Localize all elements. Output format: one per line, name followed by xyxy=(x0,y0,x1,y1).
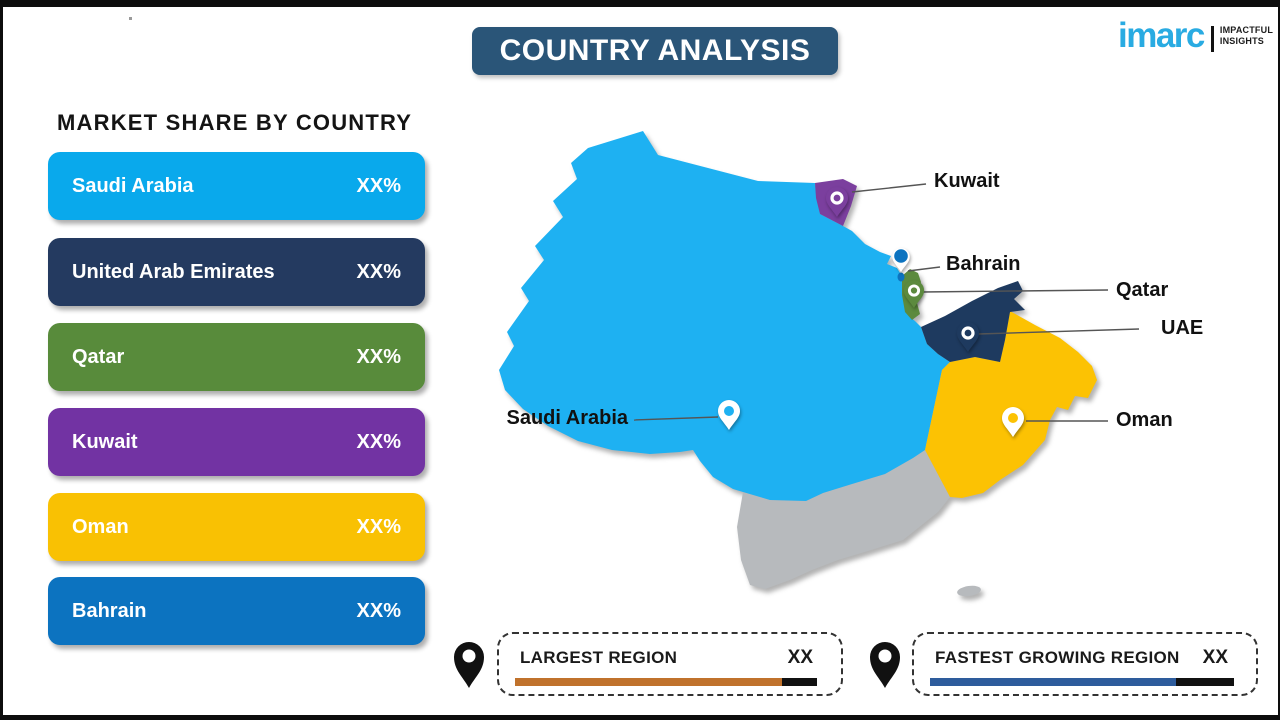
location-pin-icon xyxy=(870,642,900,688)
connector-bahrain xyxy=(907,266,941,272)
country-shape-saudi-arabia xyxy=(499,131,950,501)
island-bahrain xyxy=(897,272,905,282)
bar-black-segment xyxy=(1176,678,1234,686)
map-label-oman: Oman xyxy=(1116,409,1173,431)
label-connector-lines xyxy=(633,183,1140,422)
map-label-kuwait: Kuwait xyxy=(934,170,1000,192)
share-value: XX% xyxy=(356,599,401,622)
page-title: COUNTRY ANALYSIS xyxy=(499,34,811,67)
country-label: United Arab Emirates xyxy=(72,260,275,283)
country-label: Bahrain xyxy=(72,599,147,622)
frame-top-bar xyxy=(0,0,1280,7)
map-label-qatar: Qatar xyxy=(1116,279,1169,301)
fastest-growing-region-card: FASTEST GROWING REGION XX xyxy=(912,632,1258,696)
country-shape-uae xyxy=(921,281,1025,362)
market-share-row-qatar: Qatar XX% xyxy=(48,323,425,391)
logo-tagline: IMPACTFUL INSIGHTS xyxy=(1220,25,1273,47)
largest-region-card: LARGEST REGION XX xyxy=(497,632,843,696)
market-share-row-bahrain: Bahrain XX% xyxy=(48,577,425,645)
market-share-heading: MARKET SHARE BY COUNTRY xyxy=(57,110,413,135)
bar-colored-segment xyxy=(515,678,782,686)
island-socotra xyxy=(957,585,981,597)
largest-region-label: LARGEST REGION xyxy=(520,648,678,667)
fastest-growing-region-value: XX xyxy=(1202,647,1228,668)
location-pin-icon xyxy=(454,642,484,688)
share-value: XX% xyxy=(356,174,401,197)
largest-region-value: XX xyxy=(787,647,813,668)
gcc-map xyxy=(499,131,1140,597)
connector-kuwait xyxy=(851,183,927,193)
market-share-row-saudi-arabia: Saudi Arabia XX% xyxy=(48,152,425,220)
speck-artifact xyxy=(129,17,132,20)
connector-uae xyxy=(977,328,1140,335)
map-pin-kuwait-icon xyxy=(826,187,848,217)
fastest-growing-region-bar xyxy=(930,678,1234,686)
map-label-saudi-arabia: Saudi Arabia xyxy=(506,407,628,429)
country-label: Saudi Arabia xyxy=(72,174,194,197)
market-share-row-kuwait: Kuwait XX% xyxy=(48,408,425,476)
map-pin-qatar-icon xyxy=(903,280,925,308)
market-share-row-uae: United Arab Emirates XX% xyxy=(48,238,425,306)
imarc-logo: imarc IMPACTFUL INSIGHTS xyxy=(1118,16,1273,56)
country-label: Oman xyxy=(72,515,129,538)
frame-right-bar xyxy=(1278,0,1280,720)
map-pin-bahrain-icon xyxy=(892,248,910,272)
connector-saudi-arabia xyxy=(633,416,719,421)
market-share-row-oman: Oman XX% xyxy=(48,493,425,561)
page-title-banner: COUNTRY ANALYSIS xyxy=(472,27,838,75)
logo-tagline-line1: IMPACTFUL xyxy=(1219,25,1274,35)
map-pin-uae-icon xyxy=(957,322,979,352)
country-shape-yemen xyxy=(737,450,950,589)
share-value: XX% xyxy=(356,345,401,368)
logo-tagline-line2: INSIGHTS xyxy=(1219,36,1265,46)
frame-left-bar xyxy=(0,0,3,720)
share-value: XX% xyxy=(356,430,401,453)
country-shape-oman xyxy=(925,311,1097,498)
bar-colored-segment xyxy=(930,678,1176,686)
map-label-bahrain: Bahrain xyxy=(946,253,1021,275)
map-label-uae: UAE xyxy=(1161,317,1204,339)
share-value: XX% xyxy=(356,515,401,538)
map-pin-oman-icon xyxy=(1002,407,1024,437)
share-value: XX% xyxy=(356,260,401,283)
map-pin-saudi-arabia-icon xyxy=(718,400,740,430)
logo-divider xyxy=(1210,26,1214,52)
bar-black-segment xyxy=(782,678,817,686)
imarc-logo-wordmark: imarc xyxy=(1118,16,1205,55)
frame-bottom-bar xyxy=(0,715,1280,720)
connector-qatar xyxy=(921,289,1109,293)
fastest-growing-region-label: FASTEST GROWING REGION xyxy=(935,648,1180,667)
largest-region-bar xyxy=(515,678,817,686)
country-label: Qatar xyxy=(72,345,125,368)
country-label: Kuwait xyxy=(72,430,138,453)
